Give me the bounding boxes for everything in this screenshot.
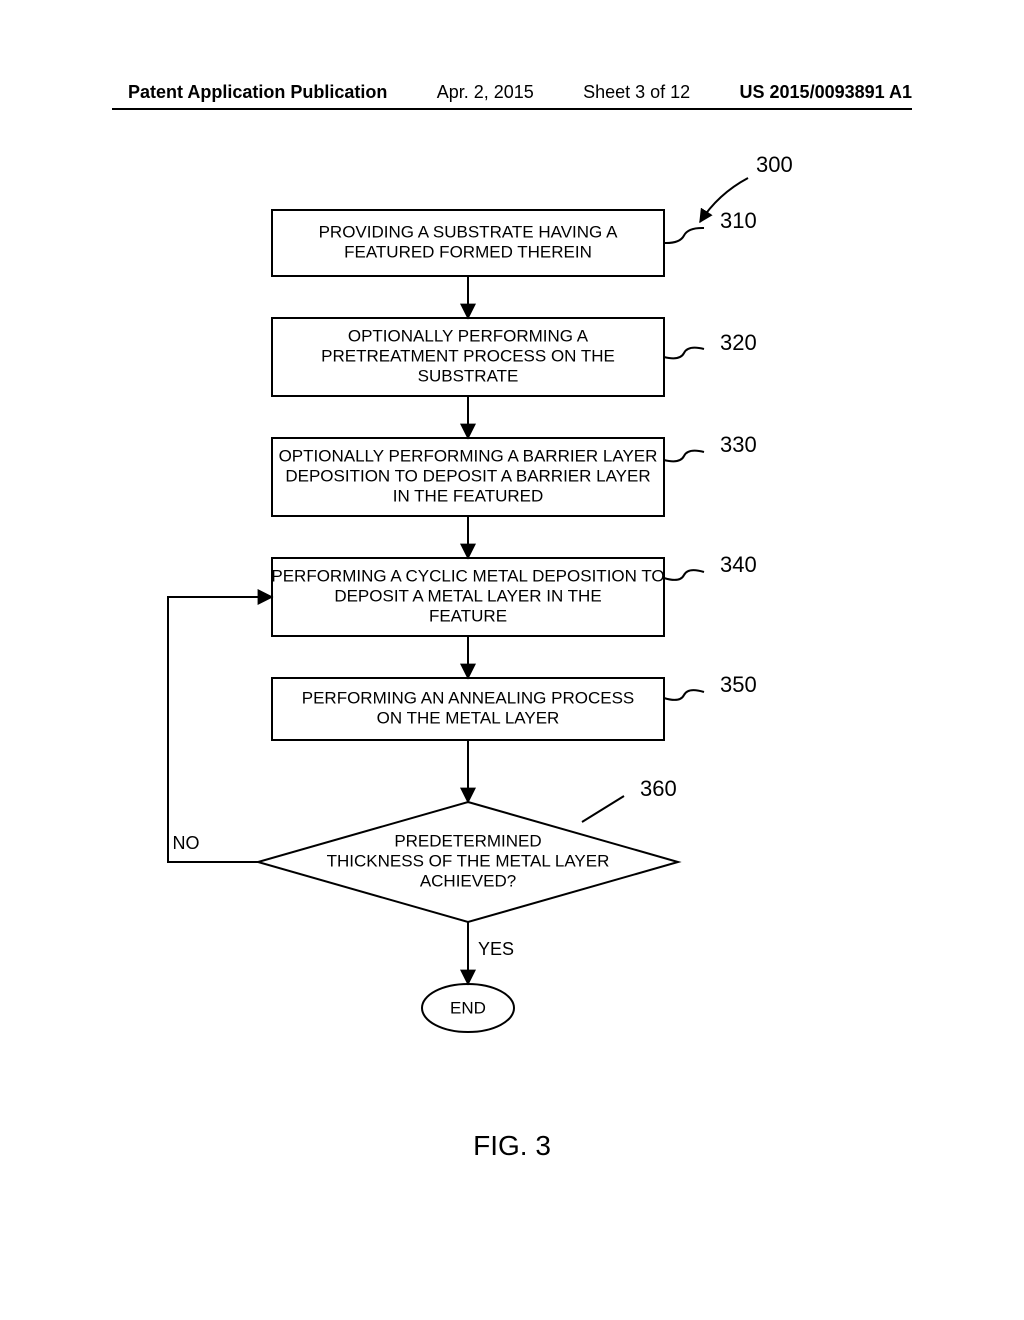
flow-box-text: FEATURED FORMED THEREIN [344,242,592,261]
flow-box-text: DEPOSITION TO DEPOSIT A BARRIER LAYER [285,466,650,485]
ref-connector [664,348,704,359]
ref-connector [664,228,704,243]
no-label: NO [173,833,200,853]
pub-label: Patent Application Publication [128,82,387,103]
sheet-label: Sheet 3 of 12 [583,82,690,103]
header-divider [112,108,912,110]
flow-box-text: PROVIDING A SUBSTRATE HAVING A [319,222,618,241]
flow-box-text: OPTIONALLY PERFORMING A BARRIER LAYER [279,446,658,465]
pub-date: Apr. 2, 2015 [437,82,534,103]
ref-num-360: 360 [640,776,677,801]
ref-num-350: 350 [720,672,757,697]
flow-box-text: PERFORMING AN ANNEALING PROCESS [302,688,635,707]
flow-box-text: PERFORMING A CYCLIC METAL DEPOSITION TO [271,566,664,585]
ref-num-330: 330 [720,432,757,457]
ref-num-320: 320 [720,330,757,355]
ref-connector [664,690,704,700]
ref-num-300: 300 [756,152,793,177]
page-header: Patent Application Publication Apr. 2, 2… [0,82,1024,103]
pub-number: US 2015/0093891 A1 [740,82,912,103]
ref-num-310: 310 [720,208,757,233]
ref-num-340: 340 [720,552,757,577]
loop-back-arrow [168,597,272,862]
flow-box-text: ON THE METAL LAYER [377,708,560,727]
flow-box-text: IN THE FEATURED [393,486,544,505]
flow-box-text: OPTIONALLY PERFORMING A [348,326,589,345]
ref-connector [664,570,704,580]
yes-label: YES [478,939,514,959]
decision-text: ACHIEVED? [420,871,516,890]
flow-box-text: SUBSTRATE [418,366,519,385]
decision-text: PREDETERMINED [394,831,541,850]
figure-caption: FIG. 3 [0,1130,1024,1162]
ref-connector [664,451,704,462]
flow-box-text: DEPOSIT A METAL LAYER IN THE [334,586,601,605]
end-label: END [450,998,486,1017]
flowchart: 300PROVIDING A SUBSTRATE HAVING AFEATURE… [0,150,1024,1130]
flow-box-text: PRETREATMENT PROCESS ON THE [321,346,615,365]
ref-connector [582,796,624,822]
flow-box-text: FEATURE [429,606,507,625]
decision-text: THICKNESS OF THE METAL LAYER [327,851,610,870]
